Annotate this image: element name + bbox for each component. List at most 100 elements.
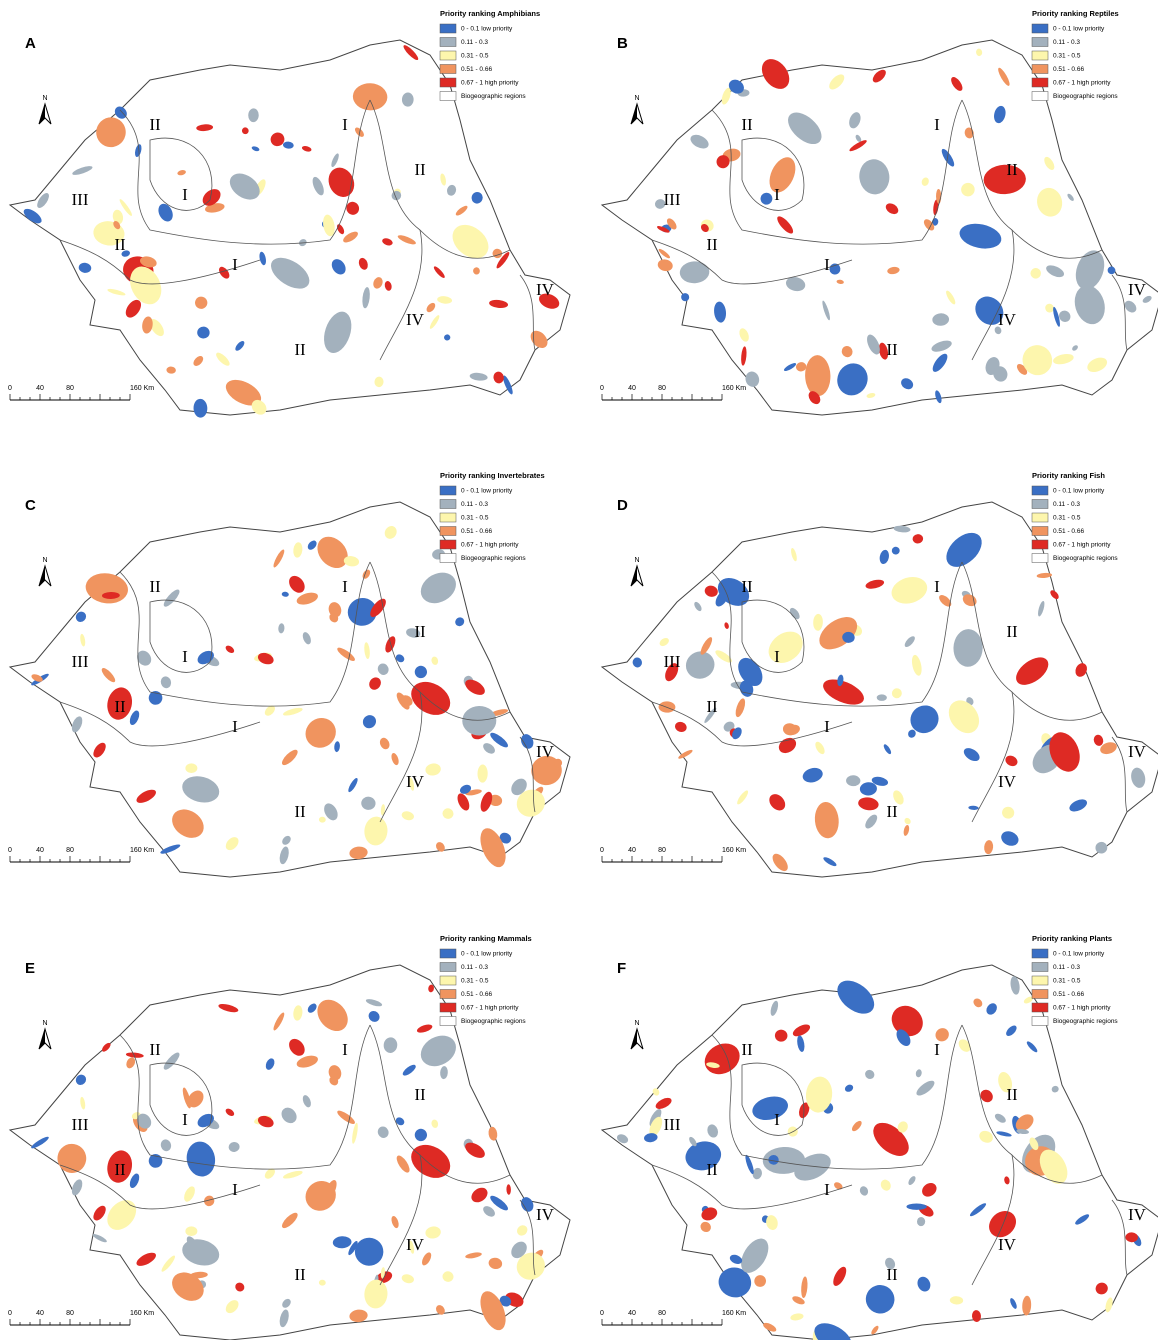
legend-swatch xyxy=(440,976,456,985)
legend-label: 0 - 0.1 low priority xyxy=(461,951,513,958)
map-panel: IIIIIIIIIIIIIVIVIIANPriority ranking Amp… xyxy=(8,9,570,418)
region-label: I xyxy=(342,115,348,134)
legend-swatch xyxy=(1032,500,1048,509)
legend-title: Priority ranking Mammals xyxy=(440,934,532,943)
region-label: III xyxy=(664,652,681,671)
legend-swatch xyxy=(1032,92,1048,101)
legend-label: 0 - 0.1 low priority xyxy=(1053,488,1105,495)
north-label: N xyxy=(634,1020,639,1027)
region-label: II xyxy=(114,1160,126,1179)
legend-swatch xyxy=(1032,976,1048,985)
region-label: II xyxy=(741,577,753,596)
scale-label: 80 xyxy=(658,385,666,392)
legend-label: Biogeographic regions xyxy=(461,555,526,562)
region-label: II xyxy=(1006,622,1018,641)
legend-label: 0 - 0.1 low priority xyxy=(1053,951,1105,958)
legend-swatch xyxy=(440,65,456,74)
legend-label: Biogeographic regions xyxy=(1053,93,1118,100)
legend-swatch xyxy=(440,963,456,972)
legend-swatch xyxy=(1032,78,1048,87)
legend-label: 0.67 - 1 high priority xyxy=(461,80,519,87)
legend-label: 0.51 - 0.66 xyxy=(461,528,492,535)
legend-label: 0.51 - 0.66 xyxy=(461,991,492,998)
region-label: IV xyxy=(536,280,555,299)
region-label: I xyxy=(774,647,780,666)
scale-label: 40 xyxy=(36,847,44,854)
legend-label: Biogeographic regions xyxy=(1053,1018,1118,1025)
map-panel: IIIIIIIIIIIIIVIVIIFNPriority ranking Pla… xyxy=(600,934,1158,1340)
legend-swatch xyxy=(440,1003,456,1012)
region-label: IV xyxy=(536,1205,555,1224)
legend-swatch xyxy=(440,990,456,999)
region-label: I xyxy=(774,185,780,204)
panel-letter: A xyxy=(25,35,36,52)
region-label: I xyxy=(232,255,238,274)
panel-letter: D xyxy=(617,497,628,514)
region-label: I xyxy=(182,1110,188,1129)
legend-label: 0.51 - 0.66 xyxy=(1053,528,1084,535)
region-label: II xyxy=(1006,160,1018,179)
legend-swatch xyxy=(440,554,456,563)
scale-label: 40 xyxy=(628,847,636,854)
scale-label: 80 xyxy=(658,1310,666,1317)
legend-label: 0.31 - 0.5 xyxy=(1053,53,1081,60)
legend-swatch xyxy=(1032,554,1048,563)
legend-label: 0.67 - 1 high priority xyxy=(461,542,519,549)
map-panel: IIIIIIIIIIIIIVIVIIBNPriority ranking Rep… xyxy=(600,9,1158,415)
scale-label: 0 xyxy=(8,847,12,854)
panel-letter: E xyxy=(25,960,35,977)
legend-swatch xyxy=(1032,527,1048,536)
legend-label: 0.11 - 0.3 xyxy=(1053,501,1080,508)
region-label: II xyxy=(886,340,898,359)
region-label: IV xyxy=(536,742,555,761)
legend-title: Priority ranking Reptiles xyxy=(1032,9,1119,18)
legend-swatch xyxy=(1032,963,1048,972)
scale-label: 160 Km xyxy=(130,847,154,854)
legend-label: 0.67 - 1 high priority xyxy=(1053,1005,1111,1012)
scale-label: 40 xyxy=(628,385,636,392)
legend-swatch xyxy=(1032,51,1048,60)
region-label: II xyxy=(886,802,898,821)
scale-label: 80 xyxy=(66,847,74,854)
habitat-patch xyxy=(877,694,887,701)
panel-letter: B xyxy=(617,35,628,52)
region-label: I xyxy=(182,647,188,666)
region-label: I xyxy=(342,577,348,596)
legend-swatch xyxy=(440,540,456,549)
scale-label: 160 Km xyxy=(722,847,746,854)
legend-swatch xyxy=(440,527,456,536)
legend-swatch xyxy=(1032,513,1048,522)
scale-label: 40 xyxy=(36,385,44,392)
region-label: III xyxy=(664,190,681,209)
region-label: I xyxy=(934,577,940,596)
region-label: II xyxy=(149,1040,161,1059)
legend-label: 0.11 - 0.3 xyxy=(1053,39,1080,46)
region-label: I xyxy=(182,185,188,204)
region-label: II xyxy=(414,160,426,179)
legend-swatch xyxy=(1032,1017,1048,1026)
scale-label: 40 xyxy=(628,1310,636,1317)
legend-label: 0.31 - 0.5 xyxy=(461,978,489,985)
region-label: II xyxy=(741,1040,753,1059)
legend-label: 0.67 - 1 high priority xyxy=(461,1005,519,1012)
scale-label: 80 xyxy=(66,385,74,392)
region-label: II xyxy=(741,115,753,134)
region-label: II xyxy=(886,1265,898,1284)
legend-label: 0.31 - 0.5 xyxy=(1053,978,1081,985)
scale-label: 80 xyxy=(658,847,666,854)
region-label: I xyxy=(342,1040,348,1059)
north-label: N xyxy=(42,557,47,564)
region-label: I xyxy=(824,1180,830,1199)
north-label: N xyxy=(42,95,47,102)
scale-label: 160 Km xyxy=(722,385,746,392)
region-label: II xyxy=(114,235,126,254)
region-label: II xyxy=(414,1085,426,1104)
legend-label: Biogeographic regions xyxy=(461,1018,526,1025)
region-label: II xyxy=(149,577,161,596)
legend-label: 0.11 - 0.3 xyxy=(461,501,488,508)
legend-swatch xyxy=(440,1017,456,1026)
scale-label: 0 xyxy=(600,1310,604,1317)
north-label: N xyxy=(634,557,639,564)
scale-label: 40 xyxy=(36,1310,44,1317)
scale-label: 160 Km xyxy=(130,1310,154,1317)
